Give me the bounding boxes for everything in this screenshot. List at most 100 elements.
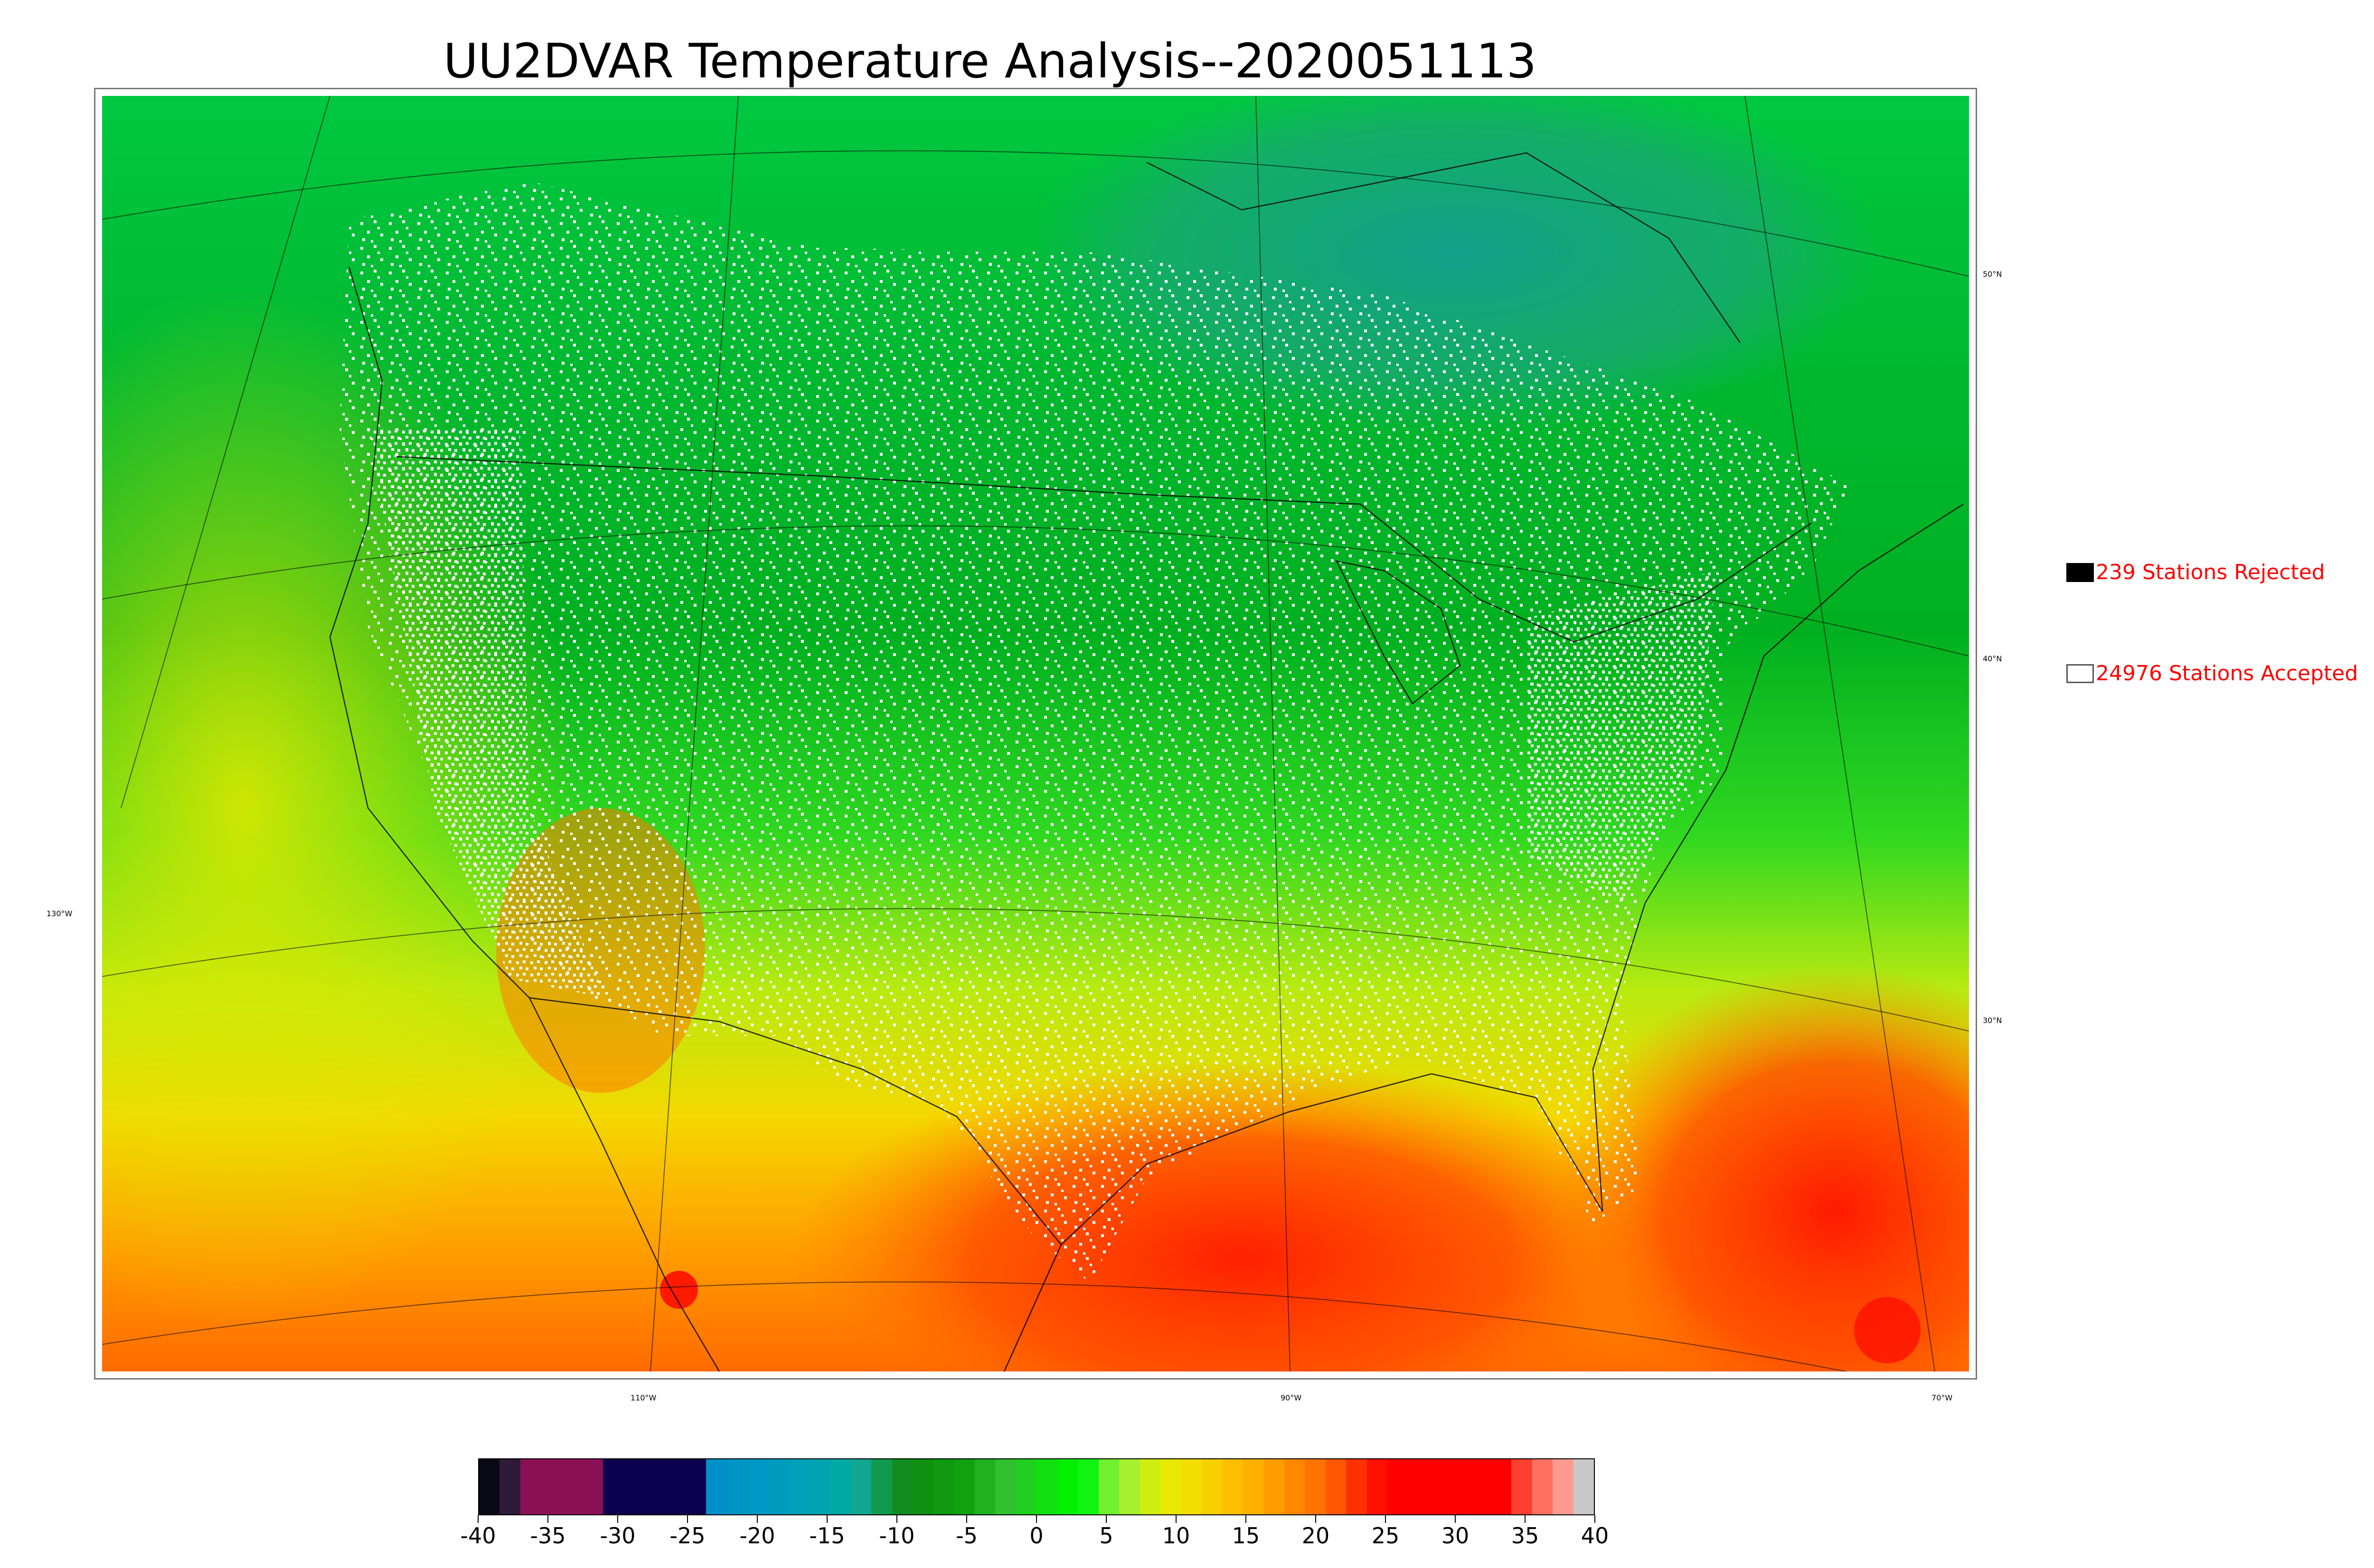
colorbar-tick (966, 1515, 967, 1523)
boundary-lines (329, 152, 1964, 1371)
map-panel (94, 88, 1977, 1380)
colorbar-segment (809, 1459, 830, 1514)
graticule-line (650, 96, 739, 1371)
graticule-line (121, 96, 330, 808)
colorbar-tick-label: 35 (1511, 1523, 1539, 1549)
colorbar-tick-label: 5 (1099, 1523, 1113, 1549)
colorbar-tick-label: 0 (1029, 1523, 1044, 1549)
colorbar-tick (896, 1515, 897, 1523)
lon-label-110w: 110°W (631, 1393, 657, 1402)
colorbar-segment (623, 1459, 644, 1514)
accepted-label: 24976 Stations Accepted (2096, 661, 2358, 685)
colorbar-segment (1532, 1459, 1553, 1514)
graticule-line (102, 525, 1969, 657)
colorbar-segment (1160, 1459, 1181, 1514)
colorbar-segment (561, 1459, 583, 1514)
graticule-line (1744, 96, 1935, 1371)
colorbar-tick-label: -25 (669, 1523, 706, 1549)
colorbar-segment (1305, 1459, 1326, 1514)
colorbar-tick-label: 15 (1232, 1523, 1260, 1549)
colorbar-segment (1449, 1459, 1470, 1514)
colorbar-segment (1470, 1459, 1491, 1514)
colorbar-tick-label: -20 (739, 1523, 775, 1549)
graticule-lines (102, 96, 1969, 1371)
colorbar-segment (871, 1459, 892, 1514)
colorbar-segment (1346, 1459, 1367, 1514)
colorbar-tick (827, 1515, 828, 1523)
colorbar-tick (547, 1515, 548, 1523)
colorbar-segment (995, 1459, 1016, 1514)
atlantic-warm-region (1550, 965, 1969, 1371)
rejected-marker-swatch (2066, 563, 2094, 582)
baja-hot-spot (660, 1271, 698, 1309)
us-mexico-border (529, 997, 1062, 1245)
graticule-line (1255, 96, 1291, 1371)
colorbar-segment (1119, 1459, 1140, 1514)
colorbar-segment (603, 1459, 624, 1514)
us-canada-border (396, 456, 1812, 643)
colorbar-segment (954, 1459, 975, 1514)
temperature-map (102, 96, 1969, 1371)
colorbar-tick-label: -5 (956, 1523, 978, 1549)
colorbar-segment (479, 1459, 500, 1514)
colorbar-tick (687, 1515, 688, 1523)
pacific-coastline (329, 266, 720, 1371)
colorbar-tick (1525, 1515, 1526, 1523)
colorbar-segment (1429, 1459, 1450, 1514)
colorbar-tick-label: -15 (809, 1523, 845, 1549)
colorbar-tick (1455, 1515, 1456, 1523)
lon-label-90w: 90°W (1281, 1393, 1302, 1402)
colorbar-tick (1385, 1515, 1386, 1523)
station-markers-northeast (1526, 571, 1716, 903)
colorbar-segment (685, 1459, 707, 1514)
colorbar-segment (1387, 1459, 1408, 1514)
graticule-line (102, 150, 1969, 277)
colorbar-segment (1243, 1459, 1264, 1514)
colorbar-tick (1245, 1515, 1246, 1523)
graticule-line (102, 908, 1969, 1032)
colorbar-segment (789, 1459, 810, 1514)
colorbar-segment (1140, 1459, 1160, 1514)
colorbar-tick-label: -35 (530, 1523, 566, 1549)
colorbar-tick-label: -30 (600, 1523, 636, 1549)
great-lakes-outline (1335, 560, 1461, 704)
colorbar-segment (541, 1459, 562, 1514)
colorbar-tick (1594, 1515, 1595, 1523)
hudson-bay-outline (1146, 152, 1741, 343)
station-markers-layer (339, 181, 1849, 1283)
legend-rejected: 239 Stations Rejected (2066, 560, 2325, 584)
atlantic-gulf-coastline (1003, 503, 1964, 1371)
colorbar-tick-label: 40 (1581, 1523, 1609, 1549)
colorbar-tick (1176, 1515, 1177, 1523)
lon-label-70w: 70°W (1931, 1393, 1953, 1402)
colorbar-segment (974, 1459, 996, 1514)
colorbar-segment (1078, 1459, 1099, 1514)
colorbar-tick-label: 25 (1371, 1523, 1400, 1549)
colorbar-tick-label: 30 (1441, 1523, 1470, 1549)
chart-title: UU2DVAR Temperature Analysis--2020051113 (443, 33, 1537, 89)
colorbar-segment (644, 1459, 665, 1514)
colorbar-segment (850, 1459, 872, 1514)
colorbar-segment (1036, 1459, 1057, 1514)
colorbar-segment (1098, 1459, 1120, 1514)
colorbar-segment (1573, 1459, 1594, 1514)
colorbar-segment (1263, 1459, 1284, 1514)
colorbar-segment (706, 1459, 727, 1514)
colorbar-tick (478, 1515, 479, 1523)
colorbar-segment (1325, 1459, 1347, 1514)
colorbar-segment (1490, 1459, 1512, 1514)
colorbar-segment (747, 1459, 768, 1514)
lat-label-50n: 50°N (1983, 270, 2002, 279)
colorbar-segment (1553, 1459, 1573, 1514)
colorbar-segment (933, 1459, 954, 1514)
colorbar-segment (1222, 1459, 1243, 1514)
colorbar-tick (757, 1515, 758, 1523)
colorbar-segment (1016, 1459, 1037, 1514)
accepted-marker-swatch (2066, 664, 2094, 683)
colorbar-segment (1366, 1459, 1388, 1514)
colorbar-tick (1106, 1515, 1107, 1523)
colorbar-segment (582, 1459, 603, 1514)
colorbar-tick-label: 10 (1162, 1523, 1190, 1549)
colorbar-segment (913, 1459, 933, 1514)
colorbar-segment (830, 1459, 851, 1514)
